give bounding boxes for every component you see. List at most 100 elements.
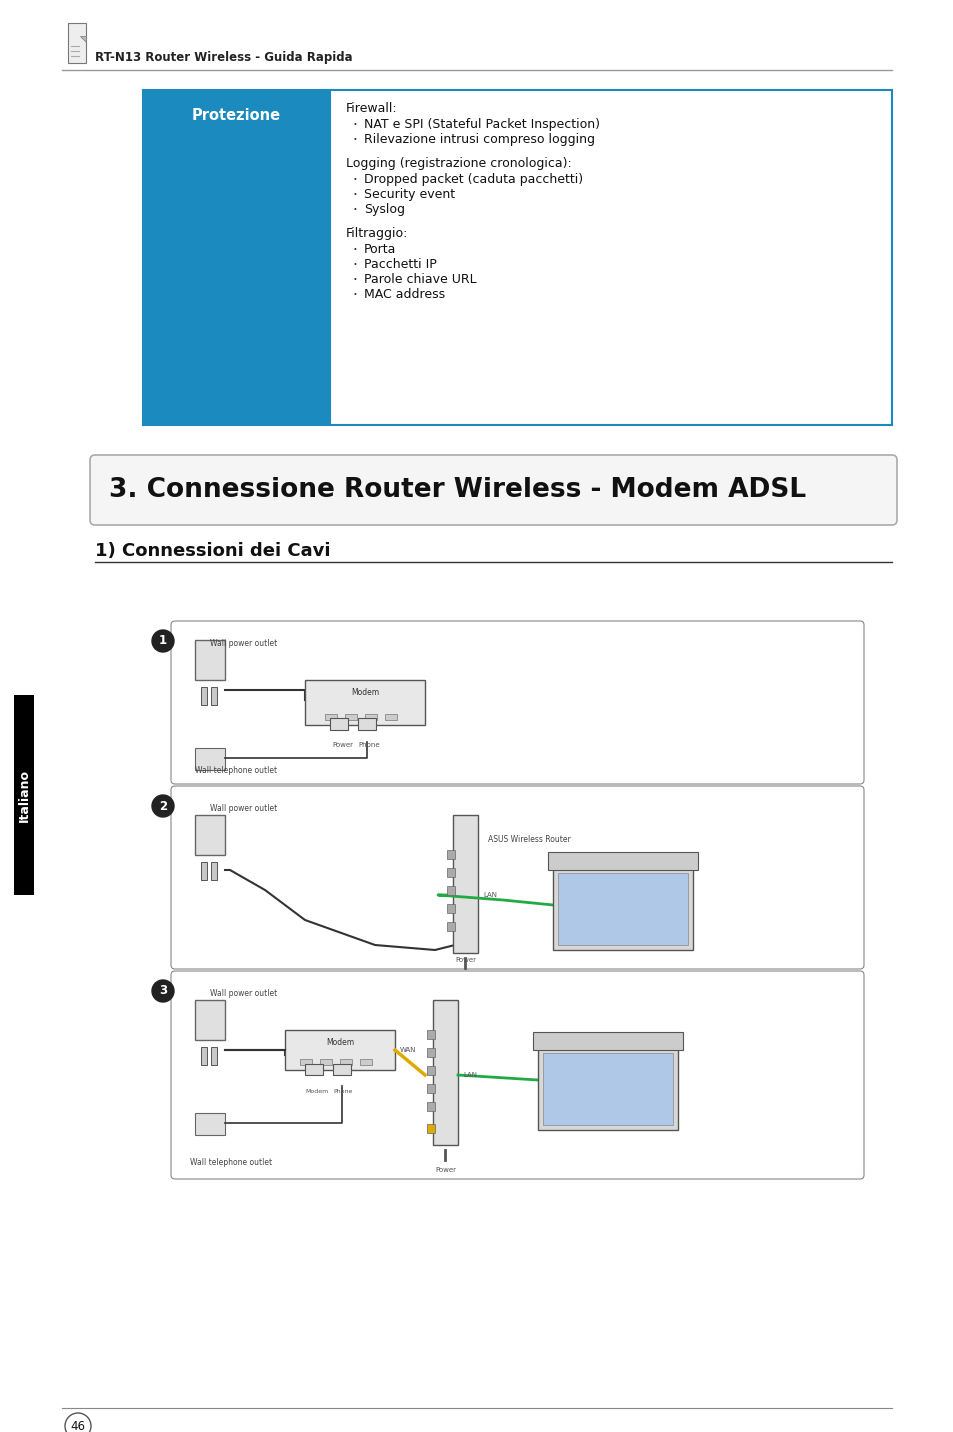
- Text: Power: Power: [455, 957, 476, 962]
- Bar: [14, 695, 34, 895]
- Text: Porta: Porta: [364, 243, 395, 256]
- Text: WAN: WAN: [399, 1047, 416, 1053]
- FancyBboxPatch shape: [171, 786, 863, 969]
- Text: ·: ·: [352, 117, 356, 133]
- Bar: [194, 748, 225, 770]
- Text: Dropped packet (caduta pacchetti): Dropped packet (caduta pacchetti): [364, 173, 582, 186]
- Bar: [201, 862, 207, 881]
- Text: Filtraggio:: Filtraggio:: [346, 228, 408, 241]
- Text: Security event: Security event: [364, 188, 455, 200]
- Text: Wall power outlet: Wall power outlet: [210, 803, 277, 813]
- Text: ·: ·: [352, 243, 356, 258]
- Bar: [453, 815, 477, 954]
- Bar: [547, 852, 698, 871]
- Circle shape: [152, 979, 173, 1002]
- Polygon shape: [80, 36, 86, 42]
- Bar: [211, 862, 216, 881]
- Text: 3. Connessione Router Wireless - Modem ADSL: 3. Connessione Router Wireless - Modem A…: [109, 477, 805, 503]
- Bar: [447, 922, 455, 931]
- Text: Phone: Phone: [333, 1088, 352, 1094]
- Text: ·: ·: [352, 173, 356, 188]
- Text: ·: ·: [352, 133, 356, 147]
- Text: Modem: Modem: [351, 687, 378, 697]
- Text: 1: 1: [159, 634, 167, 647]
- Text: Phone: Phone: [357, 742, 379, 748]
- Bar: [385, 715, 396, 720]
- Bar: [201, 1047, 207, 1065]
- Bar: [558, 874, 687, 945]
- Bar: [345, 715, 356, 720]
- Text: ·: ·: [352, 258, 356, 274]
- Text: 2: 2: [159, 799, 167, 812]
- Bar: [285, 1030, 395, 1070]
- Bar: [339, 1060, 352, 1065]
- Bar: [427, 1065, 435, 1075]
- Circle shape: [65, 1413, 91, 1432]
- Text: LAN: LAN: [482, 892, 497, 898]
- Bar: [211, 1047, 216, 1065]
- Bar: [537, 1048, 678, 1130]
- Bar: [365, 715, 376, 720]
- Text: Protezione: Protezione: [192, 107, 281, 123]
- FancyBboxPatch shape: [171, 621, 863, 783]
- Bar: [194, 640, 225, 680]
- Text: Italiano: Italiano: [17, 769, 30, 822]
- Bar: [305, 680, 424, 725]
- Text: Modem: Modem: [326, 1038, 354, 1047]
- Bar: [433, 1000, 457, 1146]
- Text: NAT e SPI (Stateful Packet Inspection): NAT e SPI (Stateful Packet Inspection): [364, 117, 599, 130]
- Bar: [305, 1064, 323, 1075]
- Bar: [359, 1060, 372, 1065]
- Text: ·: ·: [352, 288, 356, 304]
- Text: 3: 3: [159, 985, 167, 998]
- Text: Syslog: Syslog: [364, 203, 405, 216]
- Bar: [447, 868, 455, 876]
- Text: ASUS Wireless Router: ASUS Wireless Router: [488, 835, 570, 843]
- Bar: [357, 717, 375, 730]
- Bar: [333, 1064, 351, 1075]
- Text: Parole chiave URL: Parole chiave URL: [364, 274, 476, 286]
- Bar: [319, 1060, 332, 1065]
- Text: ·: ·: [352, 203, 356, 218]
- Bar: [427, 1084, 435, 1093]
- Text: Power: Power: [435, 1167, 456, 1173]
- Bar: [143, 90, 330, 425]
- Bar: [542, 1053, 672, 1126]
- Bar: [201, 687, 207, 705]
- Bar: [427, 1048, 435, 1057]
- Bar: [427, 1103, 435, 1111]
- FancyBboxPatch shape: [90, 455, 896, 526]
- Bar: [447, 851, 455, 859]
- Text: 46: 46: [71, 1419, 86, 1432]
- Text: Logging (registrazione cronologica):: Logging (registrazione cronologica):: [346, 158, 571, 170]
- Bar: [194, 1113, 225, 1136]
- Circle shape: [152, 630, 173, 652]
- Bar: [194, 815, 225, 855]
- Bar: [553, 868, 692, 949]
- Bar: [194, 1000, 225, 1040]
- Bar: [330, 717, 348, 730]
- Text: Firewall:: Firewall:: [346, 102, 397, 115]
- Text: Wall power outlet: Wall power outlet: [210, 639, 277, 649]
- Text: Power: Power: [332, 742, 353, 748]
- Text: Modem: Modem: [305, 1088, 328, 1094]
- Text: RT-N13 Router Wireless - Guida Rapida: RT-N13 Router Wireless - Guida Rapida: [95, 52, 353, 64]
- Text: Wall telephone outlet: Wall telephone outlet: [194, 766, 276, 775]
- Text: Rilevazione intrusi compreso logging: Rilevazione intrusi compreso logging: [364, 133, 595, 146]
- Bar: [211, 687, 216, 705]
- Circle shape: [152, 795, 173, 818]
- Bar: [447, 886, 455, 895]
- Bar: [325, 715, 336, 720]
- Text: Wall power outlet: Wall power outlet: [210, 990, 277, 998]
- Bar: [427, 1030, 435, 1040]
- Text: 1) Connessioni dei Cavi: 1) Connessioni dei Cavi: [95, 541, 330, 560]
- Text: Pacchetti IP: Pacchetti IP: [364, 258, 436, 271]
- Bar: [143, 90, 891, 425]
- Bar: [533, 1032, 682, 1050]
- FancyBboxPatch shape: [68, 23, 86, 63]
- Bar: [427, 1124, 435, 1133]
- Bar: [447, 904, 455, 914]
- Text: Wall telephone outlet: Wall telephone outlet: [190, 1158, 272, 1167]
- Text: ·: ·: [352, 188, 356, 203]
- FancyBboxPatch shape: [171, 971, 863, 1179]
